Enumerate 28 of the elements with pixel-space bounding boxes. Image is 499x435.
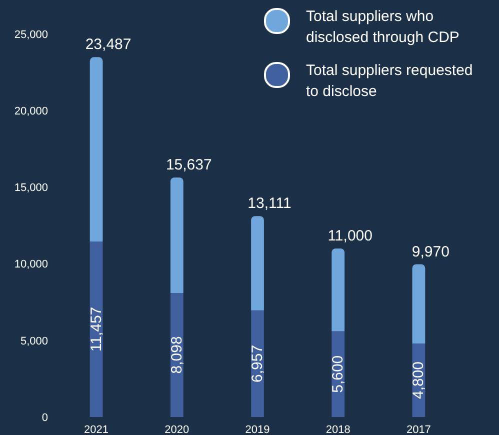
bar — [90, 57, 103, 242]
y-tick-label: 25,000 — [14, 28, 48, 41]
x-tick-label: 2018 — [326, 424, 350, 435]
bar — [412, 264, 426, 344]
bar — [170, 177, 184, 293]
data-label: 8,098 — [168, 336, 186, 374]
total-label: 9,970 — [412, 243, 450, 260]
x-tick-label: 2020 — [164, 424, 190, 435]
bar — [251, 216, 264, 310]
data-label: 11,457 — [88, 306, 105, 352]
x-tick-label: 2021 — [84, 424, 109, 435]
x-tick-label: 2017 — [406, 424, 431, 435]
y-tick-label: 5,000 — [20, 335, 48, 348]
legend-label: Total suppliers requested to disclose — [306, 61, 474, 102]
x-tick-label: 2019 — [245, 424, 270, 435]
bar — [332, 248, 345, 332]
data-label: 5,600 — [330, 355, 347, 393]
y-tick-label: 10,000 — [14, 258, 48, 271]
data-label: 6,957 — [249, 344, 266, 382]
y-tick-label: 0 — [42, 412, 48, 424]
data-label: 4,800 — [410, 361, 428, 400]
y-tick-label: 15,000 — [14, 182, 48, 194]
total-label: 11,000 — [328, 227, 372, 244]
y-tick-label: 20,000 — [14, 106, 48, 118]
total-label: 13,111 — [248, 195, 292, 212]
total-label: 23,487 — [85, 36, 132, 54]
total-label: 15,637 — [166, 156, 212, 174]
legend-label: Total suppliers who disclosed through CDP — [306, 7, 460, 48]
